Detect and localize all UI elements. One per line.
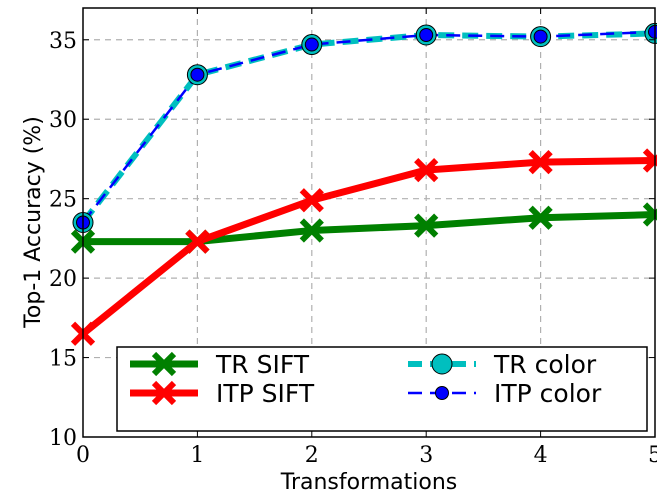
legend-label-tr-sift: TR SIFT	[215, 350, 310, 379]
x-tick-label: 4	[534, 443, 548, 468]
series-line-tr-color	[80, 30, 656, 225]
x-tick-label: 1	[190, 443, 204, 468]
data-point-itp-color	[304, 37, 319, 52]
data-point-itp-color	[190, 67, 205, 82]
legend-marker-tr-sift	[151, 351, 177, 377]
x-tick-label: 0	[76, 443, 90, 468]
y-tick-label: 30	[49, 108, 77, 133]
y-axis-label: Top-1 Accuracy (%)	[21, 116, 46, 329]
data-point-tr-sift	[299, 218, 324, 243]
series-line-tr-sift	[83, 211, 656, 246]
x-tick-label: 5	[648, 443, 657, 468]
axis-ticks	[82, 8, 656, 438]
y-tick-label: 10	[49, 426, 77, 451]
y-tick-labels: 10 15 20 25 30 35	[49, 29, 77, 451]
data-point-tr-sift	[414, 213, 439, 238]
data-point-itp-color	[419, 28, 434, 43]
y-tick-label: 20	[49, 267, 77, 292]
data-point-itp-sift	[528, 150, 553, 175]
legend-marker-tr-color	[431, 353, 453, 375]
series-lines	[80, 30, 656, 337]
series-line-itp-color	[82, 30, 656, 224]
legend-label-itp-sift: ITP SIFT	[216, 379, 315, 408]
plot-frame	[82, 7, 656, 438]
y-tick-label: 25	[49, 188, 77, 213]
legend-label-itp-color: ITP color	[494, 379, 602, 408]
legend-marker-itp-sift	[151, 380, 177, 406]
legend-label-tr-color: TR color	[493, 350, 597, 379]
x-tick-labels: 0 1 2 3 4 5	[76, 443, 657, 468]
legend-box	[116, 346, 648, 432]
data-point-itp-sift	[299, 188, 324, 213]
data-point-itp-color	[533, 29, 548, 44]
legend-marker-itp-color	[435, 386, 449, 400]
data-point-tr-sift	[528, 205, 553, 230]
x-axis-label: Transformations	[280, 470, 458, 495]
data-point-itp-sift	[414, 157, 439, 183]
x-tick-label: 2	[305, 443, 319, 468]
series-markers	[70, 22, 657, 346]
data-point-itp-sift	[185, 229, 210, 254]
y-tick-label: 35	[49, 29, 77, 54]
x-tick-label: 3	[419, 443, 433, 468]
y-tick-label: 15	[49, 347, 77, 372]
series-line-itp-sift	[80, 157, 656, 337]
